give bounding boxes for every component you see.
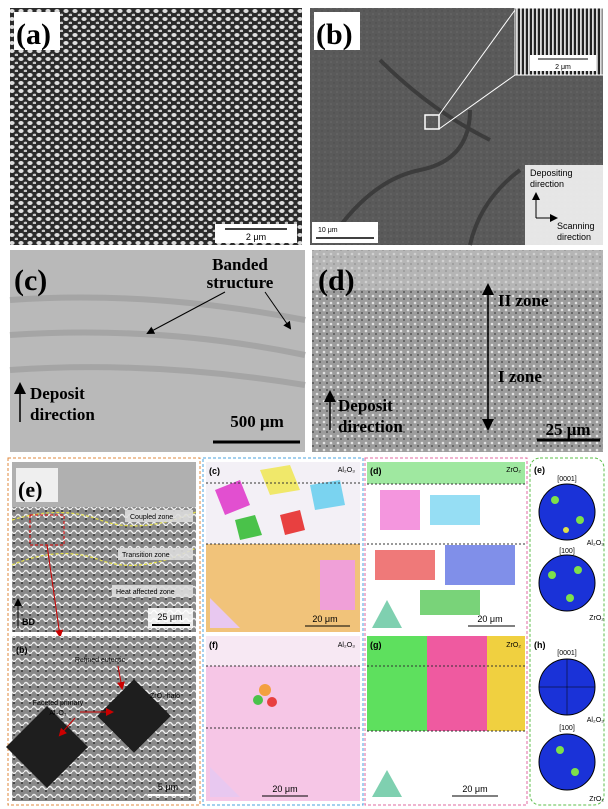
grain: [259, 684, 271, 696]
figure: (a) 2 μm (b) 2 μm 10 μm Depositing direc…: [0, 0, 608, 809]
pole: [571, 768, 579, 776]
direction-text: BD: [22, 617, 35, 627]
grain: [445, 545, 515, 585]
phase-label: Al₂O₃: [587, 717, 604, 724]
zone-label: Heat affected zone: [116, 589, 175, 596]
grain: [375, 550, 435, 580]
pole: [551, 496, 559, 504]
panel-label: (d): [370, 466, 382, 476]
phase-label: Al₂O₃: [338, 642, 355, 649]
pole: [566, 594, 574, 602]
zone-label: I zone: [498, 367, 542, 386]
pole: [576, 516, 584, 524]
zone-label: Coupled zone: [130, 514, 173, 521]
pole: [556, 746, 564, 754]
phase-label: Al₂O₃: [587, 540, 604, 547]
grain: [487, 636, 525, 731]
zone: [312, 250, 603, 290]
grain: [310, 480, 345, 510]
phase-label: ZrO₂: [589, 615, 604, 622]
direction-label: [0001]: [557, 476, 577, 483]
pole-figure: [539, 555, 595, 611]
scale-text: 25 μm: [545, 420, 590, 439]
scale-text: 20 μm: [312, 614, 337, 624]
scale-text: 20 μm: [462, 784, 487, 794]
scale-text: 5 μm: [158, 782, 178, 792]
scale-text: 500 μm: [230, 412, 284, 431]
grain: [253, 695, 263, 705]
panel-label: (c): [14, 264, 47, 297]
panel-label: (d): [318, 264, 355, 297]
grain: [267, 697, 277, 707]
direction-text: Deposit: [338, 396, 393, 415]
panel-label: (g): [370, 640, 382, 650]
map-region: [367, 462, 525, 484]
panel-label: (f): [209, 640, 218, 650]
direction-text: Scanning: [557, 221, 595, 231]
panel-label: (a): [16, 18, 51, 51]
direction-text: direction: [530, 179, 564, 189]
direction-label: [100]: [559, 725, 575, 732]
panel-e-c: (c) Al₂O₃ 20 μm: [206, 462, 360, 632]
panel-e-h: (h) [0001] Al₂O₃ [100] ZrO₂: [534, 640, 604, 803]
direction-label: [100]: [559, 548, 575, 555]
scale-text: 20 μm: [477, 614, 502, 624]
grain: [320, 560, 355, 610]
panel-a: (a) 2 μm: [10, 8, 302, 245]
scale-text: 2 μm: [246, 232, 266, 242]
panel-e: (e) Coupled zone Transition zone Heat af…: [12, 462, 196, 636]
phase-label: ZrO₂: [506, 467, 521, 474]
phase-label: Al₂O₃: [338, 467, 355, 474]
panel-b: (b) 2 μm 10 μm Depositing direction Scan…: [310, 8, 603, 245]
panel-d: (d) II zone I zone Deposit direction 25 …: [312, 250, 603, 452]
phase-label: ZrO₂: [506, 642, 521, 649]
pole: [574, 566, 582, 574]
pole-figure: [539, 734, 595, 790]
panel-label: (e): [18, 477, 42, 502]
panel-label: (b): [16, 645, 28, 655]
scale-text: 10 μm: [318, 227, 338, 234]
grain: [420, 590, 480, 615]
panel-c: (c) Banded structure Deposit direction 5…: [10, 250, 305, 452]
panel-e-g: (g) ZrO₂ 20 μm: [367, 636, 525, 801]
panel-e-b: (b) Refined eutectic Faceted primary Al₂…: [6, 636, 196, 801]
direction-text: direction: [30, 405, 95, 424]
grain: [427, 636, 487, 731]
phase-label: ZrO₂: [589, 796, 604, 803]
pole: [548, 571, 556, 579]
annotation: ZrO₂ halo: [150, 693, 180, 700]
scale-text: 25 μm: [157, 612, 182, 622]
panel-label: (h): [534, 640, 546, 650]
annotation: Banded: [212, 255, 268, 274]
grain: [380, 490, 420, 530]
annotation: Faceted primary: [33, 700, 84, 707]
pole: [563, 527, 569, 533]
scale-text: 2 μm: [555, 64, 571, 71]
panel-label: (b): [316, 18, 353, 51]
zone-label: II zone: [498, 291, 549, 310]
map-region: [206, 636, 360, 666]
panel-label: (c): [209, 466, 220, 476]
panel-e-f: (f) Al₂O₃ 20 μm: [206, 636, 360, 801]
direction-text: direction: [338, 417, 403, 436]
panel-e-d: (d) ZrO₂ 20 μm: [367, 462, 525, 632]
annotation: Refined eutectic: [75, 657, 126, 664]
grain: [367, 636, 427, 731]
annotation: Al₂O₃: [49, 710, 66, 717]
zone-label: Transition zone: [122, 552, 170, 559]
direction-text: direction: [557, 232, 591, 242]
panel-e-e: (e) [0001] Al₂O₃ [100] ZrO₂: [534, 465, 604, 622]
annotation: structure: [207, 273, 274, 292]
direction-text: Deposit: [30, 384, 85, 403]
grain: [430, 495, 480, 525]
scale-text: 20 μm: [272, 784, 297, 794]
direction-label: [0001]: [557, 650, 577, 657]
panel-label: (e): [534, 465, 545, 475]
direction-text: Depositing: [530, 168, 573, 178]
